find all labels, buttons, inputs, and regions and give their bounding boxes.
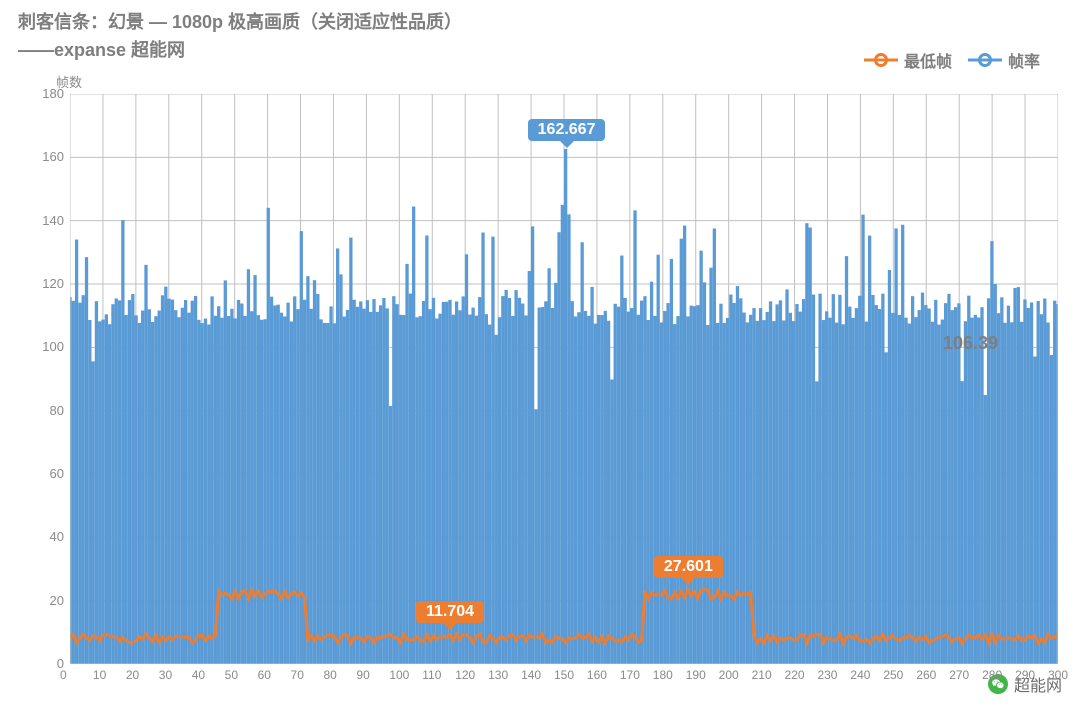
- legend: 最低帧 帧率: [864, 48, 1040, 72]
- x-tick-label: 120: [455, 668, 475, 682]
- x-tick-label: 250: [883, 668, 903, 682]
- x-tick-label: 160: [587, 668, 607, 682]
- y-tick-label: 140: [42, 213, 64, 228]
- x-tick-label: 30: [159, 668, 172, 682]
- x-tick-label: 300: [1048, 668, 1068, 682]
- x-tick-label: 270: [949, 668, 969, 682]
- callout-orange-1: 27.601: [654, 556, 723, 578]
- y-tick-label: 60: [50, 466, 64, 481]
- callout-orange-0: 11.704: [416, 601, 484, 623]
- x-tick-label: 200: [719, 668, 739, 682]
- callout-blue-peak: 162.667: [528, 119, 606, 141]
- legend-label-orange: 最低帧: [904, 48, 952, 72]
- x-tick-label: 260: [916, 668, 936, 682]
- legend-marker-blue: [968, 59, 1002, 62]
- y-tick-label: 160: [42, 149, 64, 164]
- x-tick-label: 80: [323, 668, 336, 682]
- x-tick-label: 100: [389, 668, 409, 682]
- x-tick-label: 170: [620, 668, 640, 682]
- x-tick-label: 50: [225, 668, 238, 682]
- x-tick-label: 210: [752, 668, 772, 682]
- x-tick-label: 20: [126, 668, 139, 682]
- y-tick-label: 100: [42, 339, 64, 354]
- y-tick-label: 40: [50, 529, 64, 544]
- x-tick-label: 110: [422, 668, 441, 682]
- legend-label-blue: 帧率: [1008, 48, 1040, 72]
- x-tick-label: 90: [356, 668, 369, 682]
- x-tick-label: 290: [1015, 668, 1035, 682]
- y-tick-label: 20: [50, 593, 64, 608]
- x-tick-label: 140: [521, 668, 541, 682]
- legend-item-orange: 最低帧: [864, 48, 952, 72]
- x-tick-label: 280: [982, 668, 1002, 682]
- chart-title-line2: ——expanse 超能网: [18, 36, 185, 62]
- plot-area: [70, 94, 1058, 664]
- x-tick-label: 60: [258, 668, 271, 682]
- x-tick-label: 0: [60, 668, 67, 682]
- avg-value-label: 106.39: [943, 333, 998, 354]
- y-tick-label: 120: [42, 276, 64, 291]
- legend-marker-orange: [864, 59, 898, 62]
- x-tick-label: 150: [554, 668, 574, 682]
- x-tick-label: 220: [785, 668, 805, 682]
- chart-container: { "title": { "line1": "刺客信条：幻景 — 1080p 极…: [0, 0, 1080, 706]
- x-tick-label: 130: [488, 668, 508, 682]
- x-tick-label: 180: [653, 668, 673, 682]
- x-tick-label: 40: [192, 668, 205, 682]
- x-tick-label: 70: [291, 668, 304, 682]
- y-axis-label: 帧数: [56, 72, 82, 91]
- x-tick-label: 190: [686, 668, 706, 682]
- plot-svg: [70, 94, 1058, 664]
- x-tick-label: 10: [93, 668, 106, 682]
- y-tick-label: 80: [50, 403, 64, 418]
- legend-item-blue: 帧率: [968, 48, 1040, 72]
- chart-title-line1: 刺客信条：幻景 — 1080p 极高画质（关闭适应性品质）: [18, 8, 462, 34]
- x-tick-label: 230: [817, 668, 837, 682]
- x-tick-label: 240: [850, 668, 870, 682]
